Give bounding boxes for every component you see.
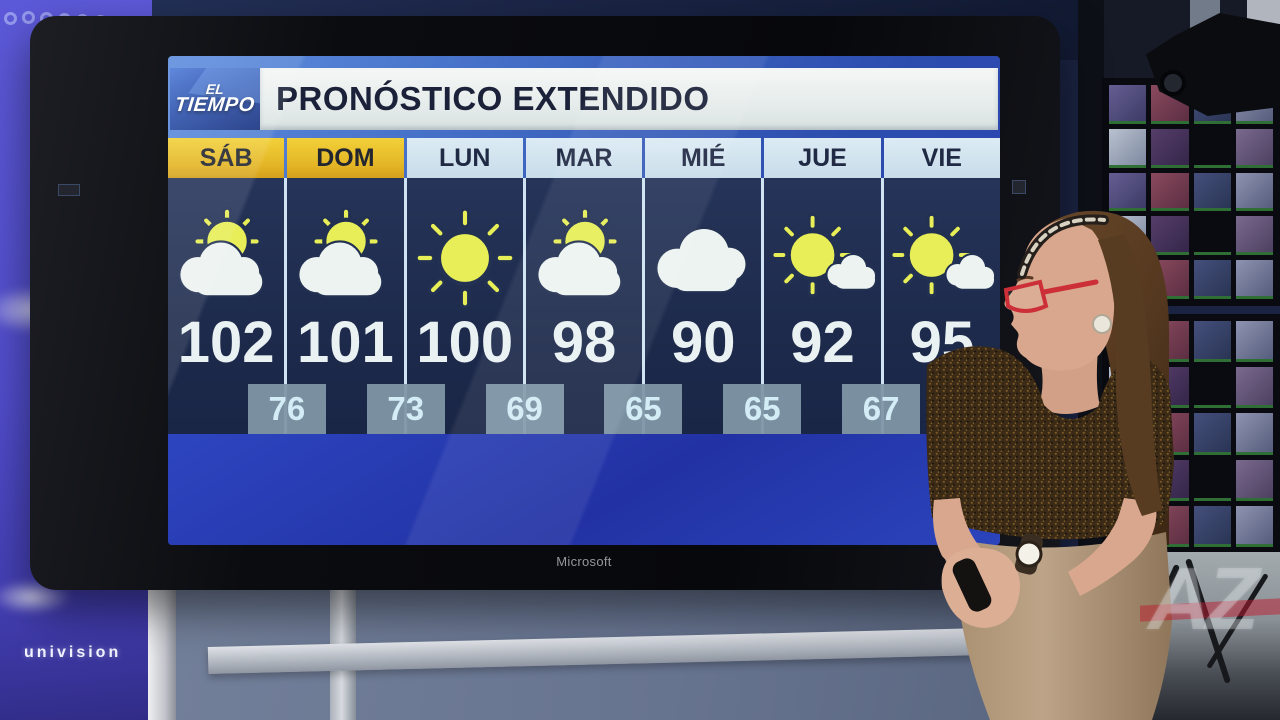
- day-header-mie: MIÉ: [645, 138, 762, 178]
- high-temp: 101: [297, 310, 394, 375]
- sun-with-small-cloud-icon: [885, 178, 999, 310]
- day-header-sab: SÁB: [168, 138, 285, 178]
- day-header-vie: VIE: [883, 138, 1000, 178]
- day-header-dom: DOM: [287, 138, 404, 178]
- board-title: PRONÓSTICO EXTENDIDO: [276, 80, 710, 117]
- sun-behind-cloud-icon: [288, 178, 402, 310]
- univision-logo: univision: [24, 644, 122, 661]
- lit-set-strip: [148, 574, 176, 720]
- sun-behind-cloud-icon: [527, 178, 641, 310]
- bezel-sensor: [58, 184, 80, 196]
- low-temp-badge: 73: [366, 384, 445, 434]
- title-bar: PRONÓSTICO EXTENDIDO: [260, 68, 998, 130]
- low-temp-badge: 67: [842, 384, 921, 434]
- high-temp: 102: [177, 310, 275, 375]
- screen-background: [168, 434, 1000, 545]
- high-temp: 90: [671, 310, 736, 375]
- high-temp: 98: [551, 310, 617, 375]
- ring-decoration: [22, 11, 35, 24]
- day-header-mar: MAR: [525, 138, 643, 178]
- forecast-column-mar: 98: [522, 178, 643, 434]
- glasses-temple: [1041, 279, 1099, 295]
- low-temp-badge: 65: [604, 384, 683, 434]
- weather-presenter: [926, 210, 1174, 720]
- day-header-lun: LUN: [406, 138, 523, 178]
- camera-lens-icon: [1160, 70, 1186, 96]
- el-tiempo-logo: EL TIEMPO: [170, 68, 260, 130]
- sun-behind-cloud-icon: [169, 178, 283, 310]
- ring-decoration: [4, 12, 17, 25]
- forecast-panel: 102 101: [168, 178, 1000, 434]
- glasses: [1003, 279, 1049, 313]
- day-header-row: SÁB DOM LUN MAR MIÉ JUE VIE: [168, 138, 1000, 178]
- bezel-camera-icon: [1012, 180, 1026, 194]
- high-temp: 92: [790, 310, 855, 375]
- low-temp-badge: 76: [247, 384, 326, 434]
- low-temp-badge: 69: [485, 384, 564, 434]
- low-temp-badge: 65: [723, 384, 802, 434]
- logo-line-tiempo: TIEMPO: [174, 94, 257, 117]
- presenter-clicker: [952, 558, 992, 612]
- presenter-blouse: [926, 346, 1174, 540]
- presenter-forearm: [1068, 498, 1157, 596]
- cloud-icon: [646, 178, 760, 310]
- forecast-touchscreen[interactable]: EL TIEMPO PRONÓSTICO EXTENDIDO SÁB DOM L…: [168, 56, 1000, 545]
- earring: [1092, 314, 1112, 334]
- forecast-column-sab: 102: [168, 178, 285, 434]
- high-temp: 100: [416, 310, 514, 375]
- board-header: EL TIEMPO PRONÓSTICO EXTENDIDO: [170, 68, 998, 130]
- monitor-brand-label: Microsoft: [556, 554, 612, 569]
- presenter-hair-strand: [1098, 234, 1162, 516]
- sun-icon: [408, 178, 522, 310]
- day-header-jue: JUE: [764, 138, 881, 178]
- watch-face: [1015, 540, 1043, 568]
- sun-with-small-cloud-icon: [766, 178, 880, 310]
- forecast-column-mie: 90: [642, 178, 762, 434]
- headband-pattern: [1020, 217, 1106, 276]
